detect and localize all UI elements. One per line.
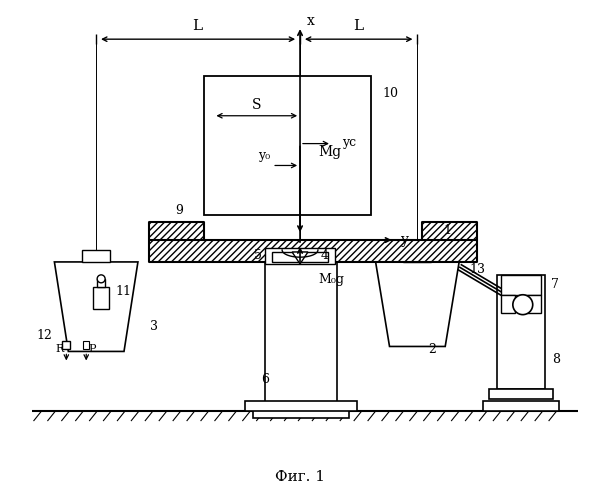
Polygon shape xyxy=(54,262,138,352)
Bar xyxy=(149,222,203,240)
Text: yс: yс xyxy=(342,136,356,149)
Bar xyxy=(253,404,349,418)
Bar xyxy=(93,287,109,308)
Bar xyxy=(203,76,371,215)
Text: 7: 7 xyxy=(551,278,558,291)
Text: 9: 9 xyxy=(175,204,183,216)
Bar xyxy=(423,222,477,240)
Text: 1: 1 xyxy=(443,224,451,236)
Text: M₀g: M₀g xyxy=(318,274,344,286)
Polygon shape xyxy=(376,262,459,346)
Circle shape xyxy=(97,275,105,283)
Text: S: S xyxy=(252,98,261,112)
Bar xyxy=(527,294,541,312)
Text: L: L xyxy=(192,19,203,33)
Bar xyxy=(265,248,335,264)
Text: y: y xyxy=(401,233,409,247)
Text: Mg: Mg xyxy=(318,144,341,158)
Bar xyxy=(497,275,544,389)
Text: Фиг. 1: Фиг. 1 xyxy=(275,470,325,484)
Bar xyxy=(245,401,357,411)
Text: 3: 3 xyxy=(150,320,158,333)
Text: 12: 12 xyxy=(37,329,52,342)
Text: 11: 11 xyxy=(115,286,131,298)
Circle shape xyxy=(513,294,533,314)
Text: 8: 8 xyxy=(552,353,561,366)
Bar xyxy=(82,250,110,262)
Bar xyxy=(62,342,70,349)
Text: 10: 10 xyxy=(382,88,398,101)
Bar xyxy=(83,342,89,349)
Text: 6: 6 xyxy=(261,373,269,386)
Text: y₀: y₀ xyxy=(258,149,270,162)
Bar xyxy=(149,240,477,262)
Text: 2: 2 xyxy=(428,343,436,356)
Bar xyxy=(483,401,558,411)
Bar xyxy=(265,262,337,404)
Bar xyxy=(501,294,515,312)
Text: 13: 13 xyxy=(469,264,485,276)
Text: R: R xyxy=(55,344,63,354)
Text: 4: 4 xyxy=(321,250,329,262)
Bar xyxy=(272,252,328,262)
Bar xyxy=(489,389,552,399)
Bar xyxy=(97,279,105,287)
Bar xyxy=(501,275,541,294)
Text: 5: 5 xyxy=(255,250,262,262)
Bar xyxy=(403,250,431,262)
Polygon shape xyxy=(292,252,308,264)
Text: L: L xyxy=(354,19,364,33)
Text: x: x xyxy=(307,14,315,28)
Text: P: P xyxy=(88,344,96,354)
